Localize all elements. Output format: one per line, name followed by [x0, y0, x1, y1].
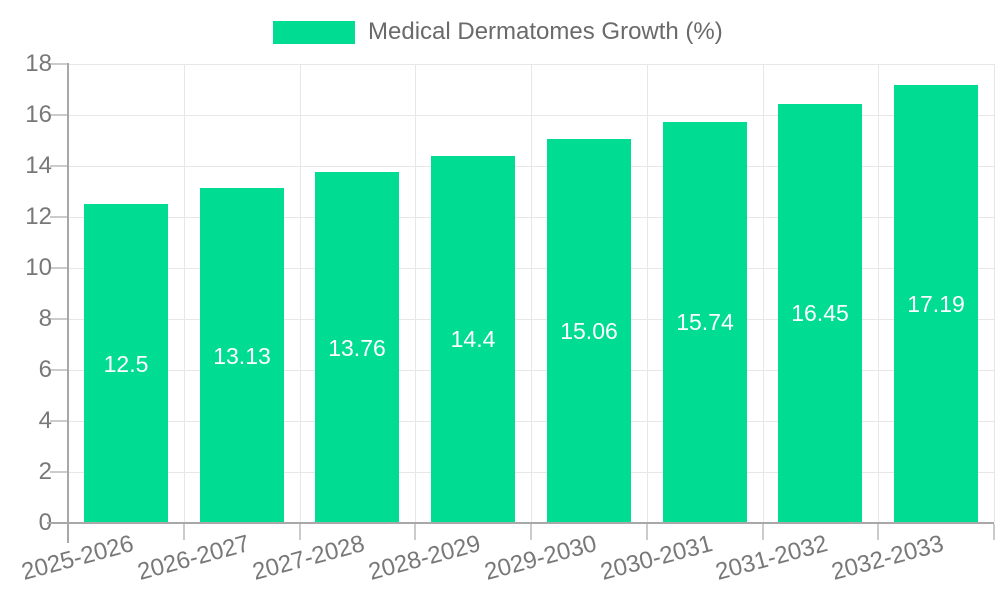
bar[interactable]	[84, 204, 168, 523]
y-axis-tick	[50, 165, 68, 167]
y-axis-tick	[50, 267, 68, 269]
x-axis-tick	[530, 524, 532, 540]
gridline-vertical	[647, 64, 648, 523]
x-axis-tick-label: 2025-2026	[18, 530, 137, 586]
bar[interactable]	[778, 104, 862, 523]
x-axis-tick-label: 2026-2027	[134, 530, 253, 586]
gridline-vertical	[300, 64, 301, 523]
bar-value-label: 17.19	[907, 291, 965, 317]
bar-value-label: 13.13	[213, 343, 271, 369]
x-axis-tick-label: 2031-2032	[712, 530, 831, 586]
y-axis-tick	[50, 318, 68, 320]
y-axis-tick	[50, 63, 68, 65]
bar-value-label: 15.06	[560, 318, 618, 344]
x-axis-tick-label: 2030-2031	[597, 530, 716, 586]
x-axis-tick	[183, 524, 185, 540]
x-axis-tick	[299, 524, 301, 540]
y-axis-tick	[50, 420, 68, 422]
bar[interactable]	[200, 188, 284, 523]
y-axis-tick-label: 18	[25, 50, 52, 77]
gridline-vertical	[994, 64, 995, 523]
bar-value-label: 13.76	[328, 335, 386, 361]
y-axis-tick-label: 2	[38, 458, 52, 485]
x-axis-tick	[877, 524, 879, 540]
bar[interactable]	[663, 122, 747, 523]
x-axis-tick-label: 2028-2029	[365, 530, 484, 586]
legend-item[interactable]: Medical Dermatomes Growth (%)	[273, 20, 723, 44]
x-axis-tick-label: 2029-2030	[481, 530, 600, 586]
gridline-vertical	[763, 64, 764, 523]
y-axis-tick-label: 10	[25, 254, 52, 281]
x-axis-tick	[646, 524, 648, 540]
y-axis-tick-label: 12	[25, 203, 52, 230]
bar-value-label: 16.45	[791, 300, 849, 326]
bar[interactable]	[547, 139, 631, 523]
bar-value-label: 15.74	[676, 309, 734, 335]
y-axis-tick	[50, 369, 68, 371]
y-axis-tick	[50, 114, 68, 116]
legend-label: Medical Dermatomes Growth (%)	[368, 18, 723, 45]
bar[interactable]	[315, 172, 399, 523]
gridline-vertical	[531, 64, 532, 523]
bar[interactable]	[431, 156, 515, 523]
y-axis-line	[67, 63, 69, 543]
x-axis-line	[47, 522, 994, 524]
x-axis-tick	[414, 524, 416, 540]
x-axis-tick-label: 2027-2028	[249, 530, 368, 586]
x-axis-tick	[993, 524, 995, 540]
y-axis-tick-label: 6	[38, 356, 52, 383]
x-axis-tick-label: 2032-2033	[828, 530, 947, 586]
y-axis-tick-label: 0	[38, 509, 52, 536]
x-axis-tick	[762, 524, 764, 540]
y-axis-tick	[50, 216, 68, 218]
y-axis-tick	[50, 471, 68, 473]
y-axis-tick-label: 8	[38, 305, 52, 332]
bar[interactable]	[894, 85, 978, 523]
y-axis-tick-label: 4	[38, 407, 52, 434]
y-axis-tick-label: 16	[25, 101, 52, 128]
gridline-vertical	[415, 64, 416, 523]
legend-swatch-icon	[273, 20, 355, 44]
y-axis-tick-label: 14	[25, 152, 52, 179]
bar-value-label: 14.4	[450, 326, 496, 352]
bar-value-label: 12.5	[103, 351, 149, 377]
gridline-vertical	[184, 64, 185, 523]
gridline-vertical	[878, 64, 879, 523]
